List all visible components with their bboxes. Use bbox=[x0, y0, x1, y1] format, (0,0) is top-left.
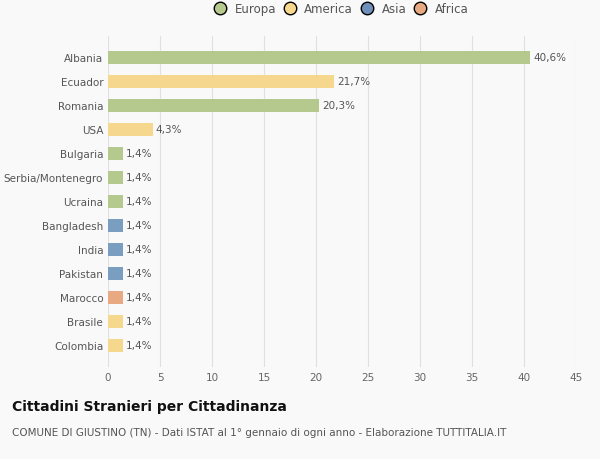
Legend: Europa, America, Asia, Africa: Europa, America, Asia, Africa bbox=[212, 0, 472, 20]
Bar bbox=[108, 147, 122, 161]
Text: Cittadini Stranieri per Cittadinanza: Cittadini Stranieri per Cittadinanza bbox=[12, 399, 287, 413]
Text: 1,4%: 1,4% bbox=[125, 269, 152, 279]
Text: 21,7%: 21,7% bbox=[337, 77, 370, 87]
Bar bbox=[108, 100, 319, 113]
Bar bbox=[108, 76, 334, 89]
Bar bbox=[108, 315, 122, 328]
Text: 1,4%: 1,4% bbox=[125, 173, 152, 183]
Text: 1,4%: 1,4% bbox=[125, 245, 152, 255]
Text: 1,4%: 1,4% bbox=[125, 221, 152, 231]
Bar bbox=[108, 172, 122, 185]
Bar bbox=[108, 243, 122, 257]
Text: 40,6%: 40,6% bbox=[533, 53, 566, 63]
Text: 20,3%: 20,3% bbox=[322, 101, 355, 111]
Bar bbox=[108, 267, 122, 280]
Text: 1,4%: 1,4% bbox=[125, 293, 152, 302]
Text: 1,4%: 1,4% bbox=[125, 317, 152, 327]
Bar bbox=[108, 123, 153, 137]
Bar bbox=[108, 339, 122, 352]
Text: 1,4%: 1,4% bbox=[125, 197, 152, 207]
Bar bbox=[108, 52, 530, 65]
Text: 1,4%: 1,4% bbox=[125, 149, 152, 159]
Bar bbox=[108, 196, 122, 208]
Text: 4,3%: 4,3% bbox=[156, 125, 182, 135]
Bar bbox=[108, 291, 122, 304]
Bar bbox=[108, 219, 122, 232]
Text: COMUNE DI GIUSTINO (TN) - Dati ISTAT al 1° gennaio di ogni anno - Elaborazione T: COMUNE DI GIUSTINO (TN) - Dati ISTAT al … bbox=[12, 427, 506, 437]
Text: 1,4%: 1,4% bbox=[125, 341, 152, 351]
